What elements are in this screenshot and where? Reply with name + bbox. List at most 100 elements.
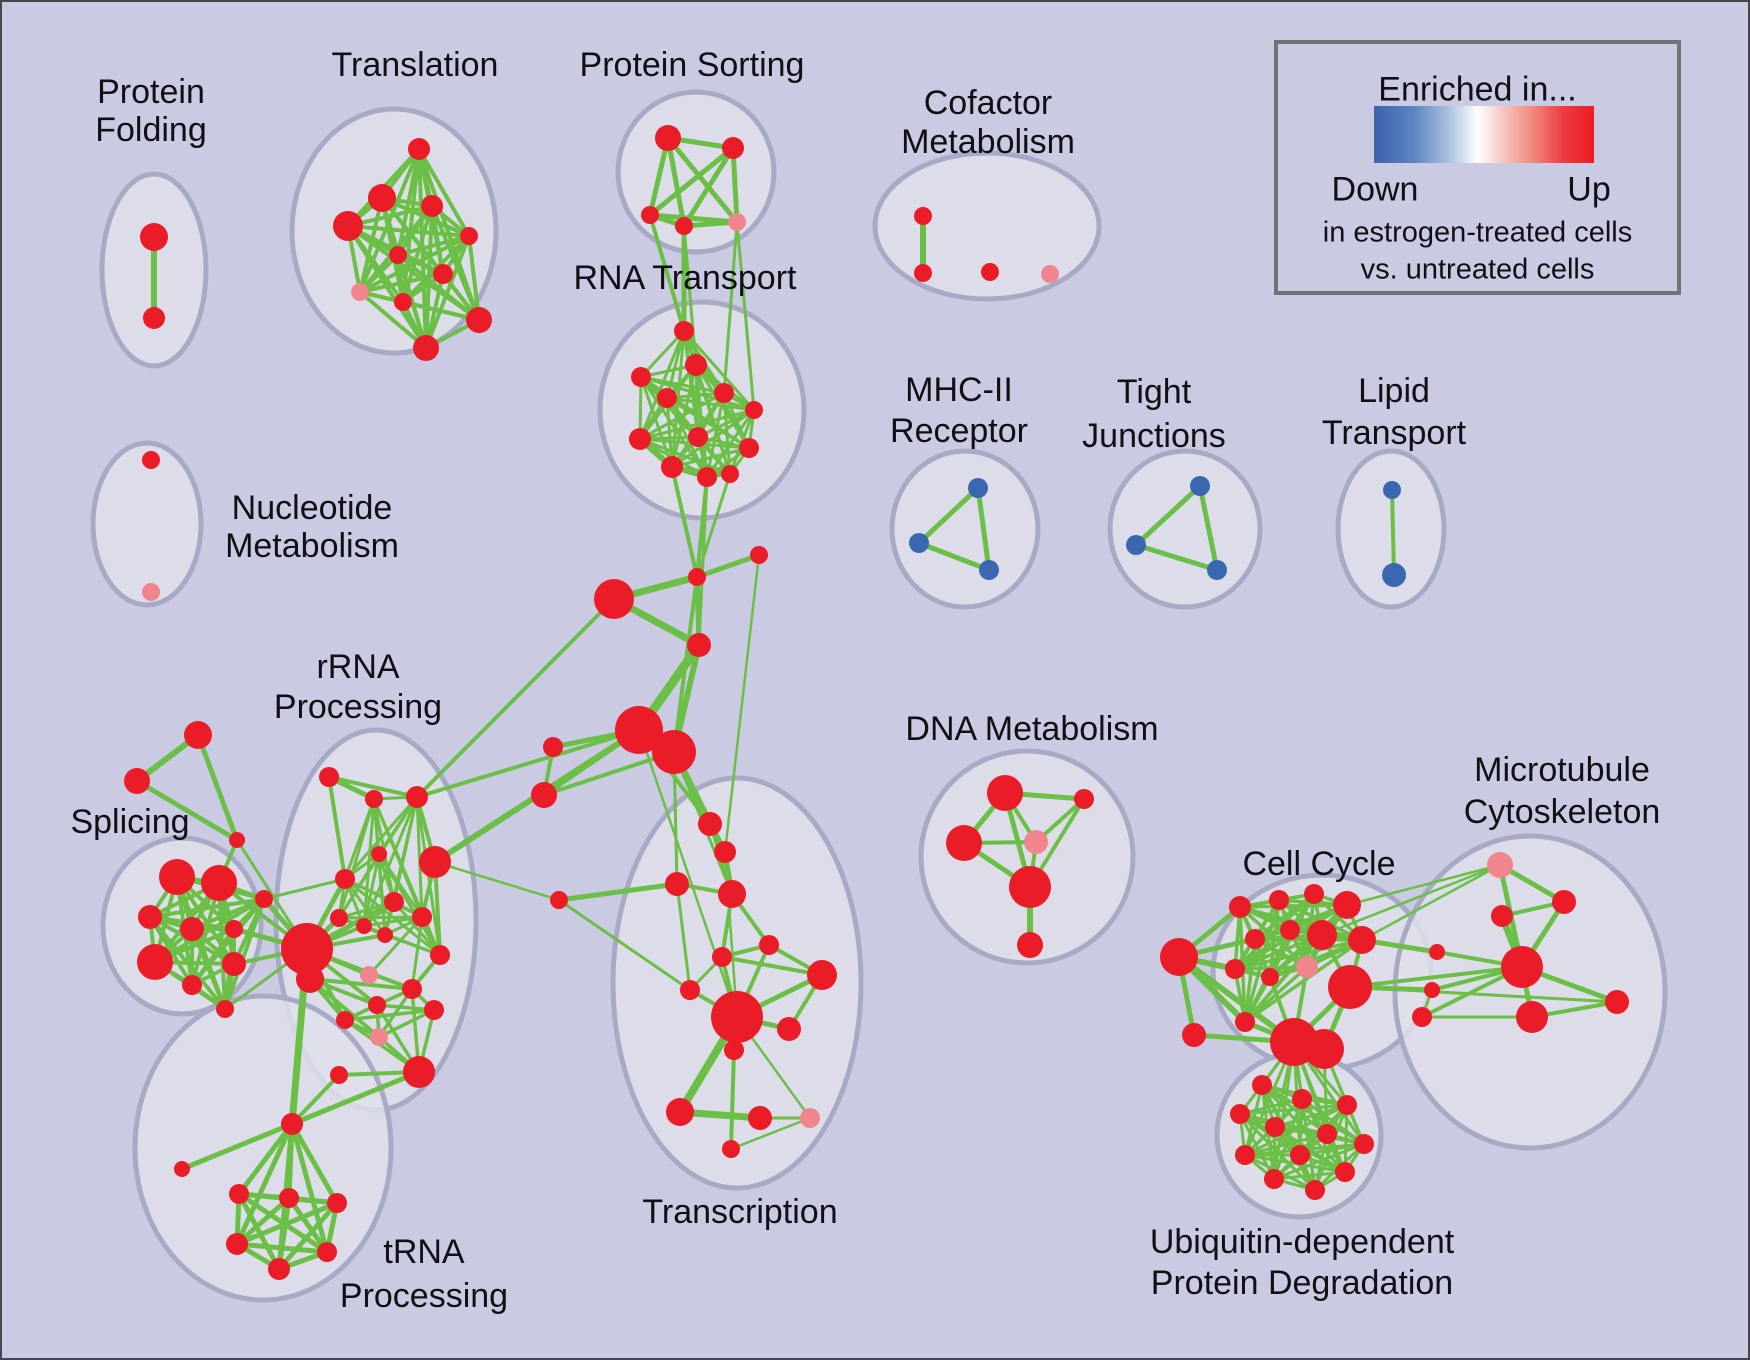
- gene-set-node-nm1[interactable]: [142, 583, 160, 601]
- gene-set-node-mc0[interactable]: [1487, 852, 1513, 878]
- gene-set-node-cf3[interactable]: [1041, 265, 1059, 283]
- gene-set-node-tr14[interactable]: [800, 1108, 820, 1128]
- gene-set-node-u3[interactable]: [1230, 1104, 1250, 1124]
- gene-set-node-cc10[interactable]: [1261, 968, 1279, 986]
- gene-set-node-r10[interactable]: [377, 927, 393, 943]
- gene-set-node-tr1[interactable]: [714, 841, 736, 863]
- gene-set-node-H2[interactable]: [652, 730, 696, 774]
- gene-set-node-t6[interactable]: [433, 264, 453, 284]
- gene-set-node-mc8[interactable]: [1412, 1007, 1432, 1027]
- gene-set-node-r4[interactable]: [335, 869, 355, 889]
- gene-set-node-x1[interactable]: [124, 768, 150, 794]
- gene-set-node-sp7[interactable]: [222, 952, 246, 976]
- gene-set-node-u4[interactable]: [1265, 1117, 1285, 1137]
- gene-set-node-tn5[interactable]: [268, 1258, 290, 1280]
- gene-set-node-rt9[interactable]: [697, 467, 717, 487]
- gene-set-node-cc1[interactable]: [1269, 890, 1289, 910]
- gene-set-node-tn0[interactable]: [229, 1184, 249, 1204]
- gene-set-node-t7[interactable]: [351, 283, 369, 301]
- gene-set-node-LH1[interactable]: [531, 782, 557, 808]
- gene-set-node-t2[interactable]: [421, 195, 443, 217]
- gene-set-node-mc5[interactable]: [1424, 982, 1440, 998]
- gene-set-node-m1[interactable]: [909, 533, 929, 553]
- gene-set-node-tr12[interactable]: [666, 1098, 694, 1126]
- gene-set-node-t1[interactable]: [368, 184, 396, 212]
- gene-set-node-cc3[interactable]: [1333, 891, 1361, 919]
- gene-set-node-tn2[interactable]: [327, 1193, 347, 1213]
- gene-set-node-sp0[interactable]: [159, 859, 195, 895]
- gene-set-node-tr2[interactable]: [665, 872, 689, 896]
- gene-set-node-sp9[interactable]: [216, 1000, 234, 1018]
- gene-set-node-r12[interactable]: [360, 966, 378, 984]
- gene-set-node-cf0[interactable]: [914, 207, 932, 225]
- gene-set-node-r8[interactable]: [356, 918, 372, 934]
- gene-set-node-tn4[interactable]: [317, 1242, 337, 1262]
- gene-set-node-l0[interactable]: [1383, 481, 1401, 499]
- gene-set-node-t10[interactable]: [413, 335, 439, 361]
- gene-set-node-tr5[interactable]: [712, 947, 732, 967]
- gene-set-node-j2[interactable]: [1207, 560, 1227, 580]
- gene-set-node-rt4[interactable]: [657, 388, 677, 408]
- gene-set-node-cc15[interactable]: [1304, 1029, 1344, 1069]
- gene-set-node-c1[interactable]: [688, 568, 706, 586]
- gene-set-node-m0[interactable]: [968, 478, 988, 498]
- gene-set-node-r0[interactable]: [319, 767, 339, 787]
- gene-set-node-cf2[interactable]: [981, 263, 999, 281]
- gene-set-node-r13[interactable]: [402, 979, 422, 999]
- gene-set-node-t8[interactable]: [394, 293, 412, 311]
- gene-set-node-pf0[interactable]: [140, 223, 168, 251]
- gene-set-node-rt5[interactable]: [629, 428, 651, 450]
- gene-set-node-sp6[interactable]: [137, 944, 173, 980]
- gene-set-node-mc1[interactable]: [1552, 890, 1576, 914]
- gene-set-node-u0[interactable]: [1252, 1075, 1272, 1095]
- gene-set-node-t9[interactable]: [466, 307, 492, 333]
- gene-set-node-r6[interactable]: [384, 892, 404, 912]
- gene-set-node-cf1[interactable]: [914, 264, 932, 282]
- gene-set-node-tr0[interactable]: [698, 812, 722, 836]
- gene-set-node-r2[interactable]: [406, 786, 428, 808]
- gene-set-node-cc6[interactable]: [1307, 920, 1337, 950]
- gene-set-node-sp2[interactable]: [138, 905, 162, 929]
- gene-set-node-u11[interactable]: [1305, 1180, 1325, 1200]
- gene-set-node-mc6[interactable]: [1516, 1001, 1548, 1033]
- gene-set-node-d3[interactable]: [1024, 830, 1048, 854]
- gene-set-node-tr15[interactable]: [722, 1140, 740, 1158]
- gene-set-node-RH2[interactable]: [296, 965, 324, 993]
- gene-set-node-m2[interactable]: [979, 560, 999, 580]
- gene-set-node-s4[interactable]: [728, 213, 746, 231]
- gene-set-node-t3[interactable]: [333, 211, 363, 241]
- gene-set-node-sp3[interactable]: [180, 917, 204, 941]
- gene-set-node-cc5[interactable]: [1280, 920, 1300, 940]
- gene-set-node-tr13[interactable]: [748, 1106, 772, 1130]
- gene-set-node-s3[interactable]: [675, 217, 693, 235]
- gene-set-node-cc12[interactable]: [1182, 1023, 1206, 1047]
- gene-set-node-r16[interactable]: [336, 1011, 354, 1029]
- gene-set-node-RH[interactable]: [281, 923, 333, 975]
- gene-set-node-mc4[interactable]: [1429, 944, 1445, 960]
- gene-set-node-r9[interactable]: [412, 907, 432, 927]
- gene-set-node-rt0[interactable]: [674, 321, 694, 341]
- gene-set-node-cc9[interactable]: [1225, 959, 1245, 979]
- gene-set-node-cl[interactable]: [1160, 938, 1198, 976]
- gene-set-node-mc7[interactable]: [1605, 990, 1629, 1014]
- gene-set-node-s1[interactable]: [722, 137, 744, 159]
- gene-set-node-tr8[interactable]: [680, 980, 700, 1000]
- gene-set-node-rt10[interactable]: [745, 401, 763, 419]
- gene-set-node-cc2[interactable]: [1304, 884, 1324, 904]
- gene-set-node-r3[interactable]: [371, 846, 387, 862]
- gene-set-node-cc13[interactable]: [1235, 1012, 1255, 1032]
- gene-set-node-nm0[interactable]: [142, 451, 160, 469]
- gene-set-node-sp5[interactable]: [255, 890, 273, 908]
- gene-set-node-t0[interactable]: [408, 138, 430, 160]
- gene-set-node-u10[interactable]: [1264, 1169, 1284, 1189]
- gene-set-node-d5[interactable]: [1017, 932, 1043, 958]
- gene-set-node-cc11[interactable]: [1328, 965, 1372, 1009]
- gene-set-node-d2[interactable]: [946, 825, 982, 861]
- gene-set-node-r5[interactable]: [419, 846, 451, 878]
- gene-set-node-r1[interactable]: [365, 790, 383, 808]
- gene-set-node-c2[interactable]: [750, 546, 768, 564]
- gene-set-node-u5[interactable]: [1317, 1124, 1337, 1144]
- gene-set-node-u8[interactable]: [1290, 1145, 1310, 1165]
- gene-set-node-d0[interactable]: [987, 775, 1023, 811]
- gene-set-node-cc0[interactable]: [1229, 896, 1251, 918]
